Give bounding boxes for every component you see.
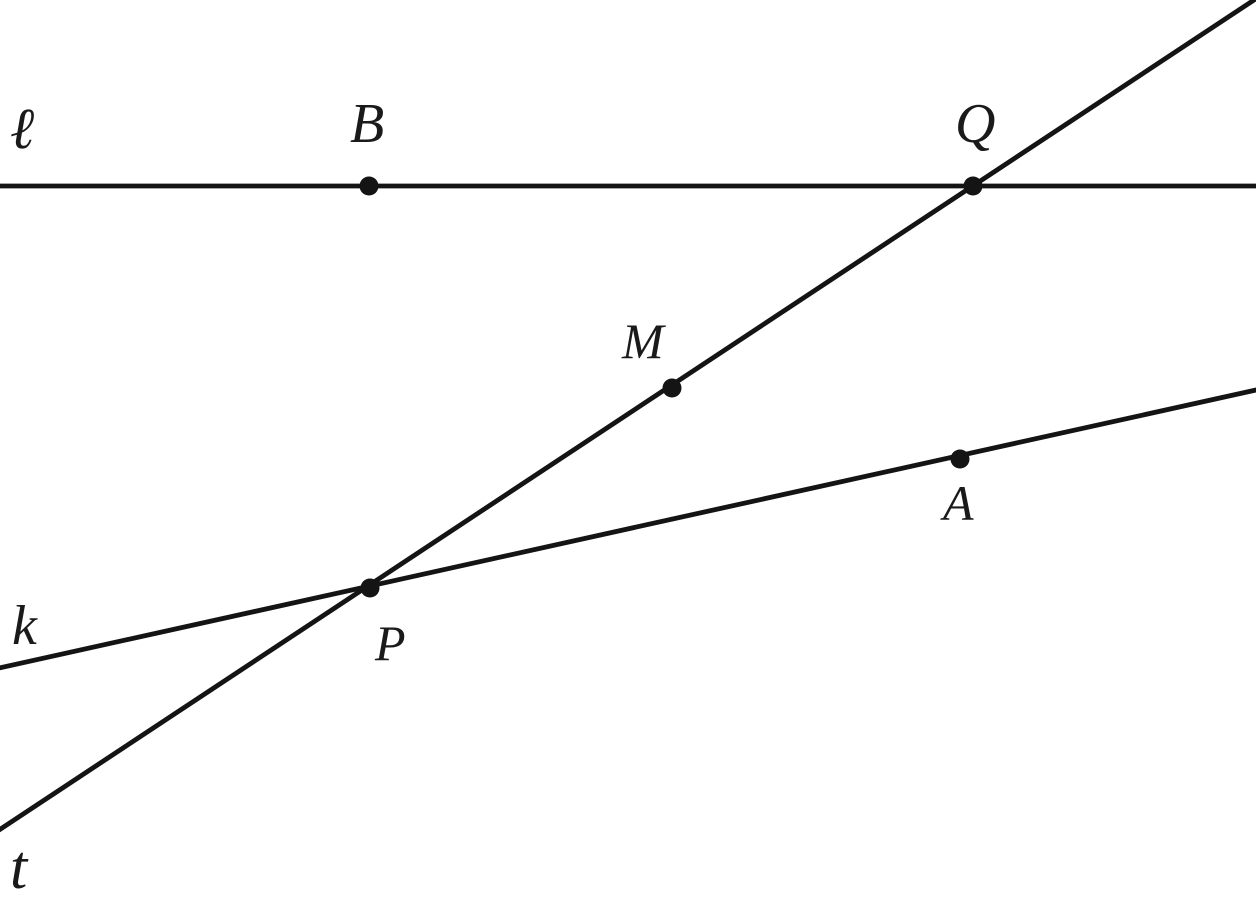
svg-text:P: P bbox=[374, 615, 406, 671]
svg-text:k: k bbox=[12, 595, 38, 657]
svg-text:t: t bbox=[10, 834, 29, 902]
svg-text:Q: Q bbox=[955, 93, 995, 155]
svg-text:B: B bbox=[350, 93, 384, 155]
svg-text:M: M bbox=[621, 313, 666, 369]
svg-text:A: A bbox=[940, 475, 974, 531]
svg-text:ℓ: ℓ bbox=[10, 96, 34, 161]
